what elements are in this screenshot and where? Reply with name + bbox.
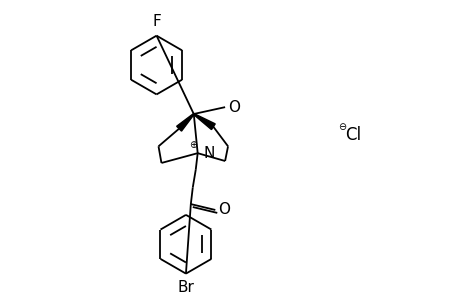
Text: Br: Br <box>177 280 194 296</box>
Text: O: O <box>218 202 230 217</box>
Text: ⊕: ⊕ <box>188 140 196 150</box>
Polygon shape <box>193 114 215 130</box>
Text: F: F <box>152 14 161 29</box>
Text: N: N <box>203 146 214 161</box>
Text: O: O <box>228 100 240 115</box>
Text: ⊖: ⊖ <box>338 122 346 132</box>
Text: Cl: Cl <box>345 126 361 144</box>
Polygon shape <box>176 114 194 131</box>
